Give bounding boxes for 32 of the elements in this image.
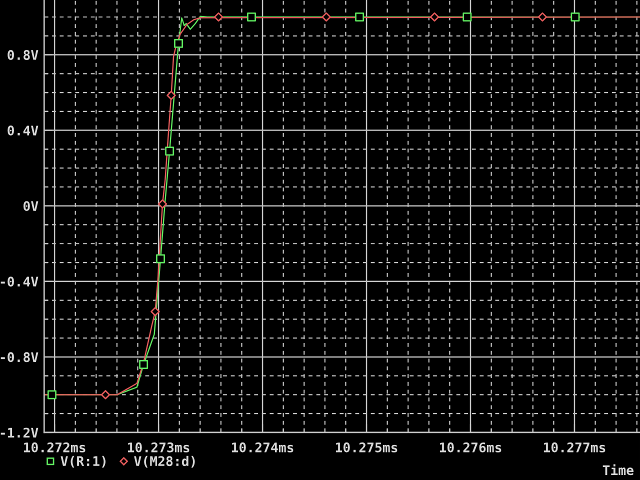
point	[355, 12, 364, 22]
point	[139, 360, 148, 369]
point	[47, 390, 56, 400]
x-tick-label: 10.272ms	[24, 442, 86, 452]
y-tick-label: -1.2V	[0, 428, 38, 438]
point	[165, 146, 174, 156]
legend-label: V(R:1)	[60, 456, 106, 468]
y-tick-label: 0.8V	[8, 50, 38, 60]
x-tick-label: 10.274ms	[232, 442, 294, 452]
point	[247, 12, 256, 22]
point	[156, 254, 166, 264]
y-tick-label: -0.4V	[0, 276, 38, 287]
x-tick-label: 10.275ms	[336, 442, 398, 452]
point	[150, 306, 160, 316]
y-tick-label: 0V	[24, 201, 38, 212]
point	[174, 38, 184, 48]
point	[158, 199, 168, 209]
legend-label: V(M28:d)	[134, 456, 195, 468]
point	[570, 12, 580, 22]
point	[100, 390, 110, 400]
point	[430, 12, 440, 22]
point	[322, 12, 331, 22]
point	[538, 12, 548, 22]
point	[214, 12, 224, 22]
x-tick-label: 10.277ms	[544, 442, 606, 452]
point	[462, 12, 472, 22]
x-axis-title: Time	[602, 464, 634, 476]
point	[166, 90, 176, 100]
y-tick-label: -0.8V	[0, 352, 38, 362]
x-tick-label: 10.276ms	[440, 442, 502, 452]
y-tick-label: 0.4V	[8, 126, 38, 136]
x-tick-label: 10.273ms	[128, 442, 190, 452]
